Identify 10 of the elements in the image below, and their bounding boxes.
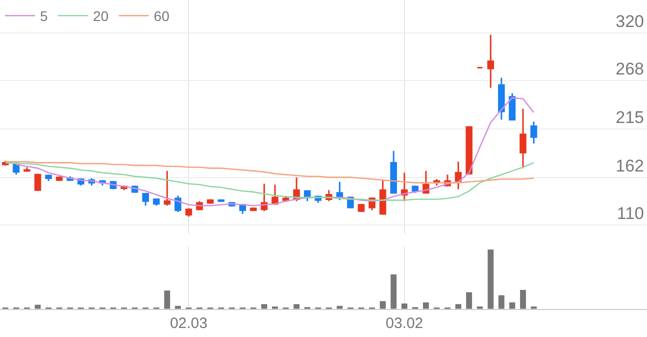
x-tick-label: 02.03 — [170, 314, 208, 332]
y-tick-label: 320 — [616, 12, 644, 31]
legend-label: 60 — [154, 8, 170, 24]
x-tick-label: 03.02 — [386, 314, 424, 332]
y-tick-label: 268 — [616, 59, 644, 78]
y-tick-label: 162 — [616, 156, 644, 176]
y-tick-label: 110 — [616, 204, 644, 223]
legend-label: 20 — [93, 8, 109, 24]
y-tick-label: 215 — [616, 108, 644, 127]
legend-label: 5 — [40, 8, 48, 24]
